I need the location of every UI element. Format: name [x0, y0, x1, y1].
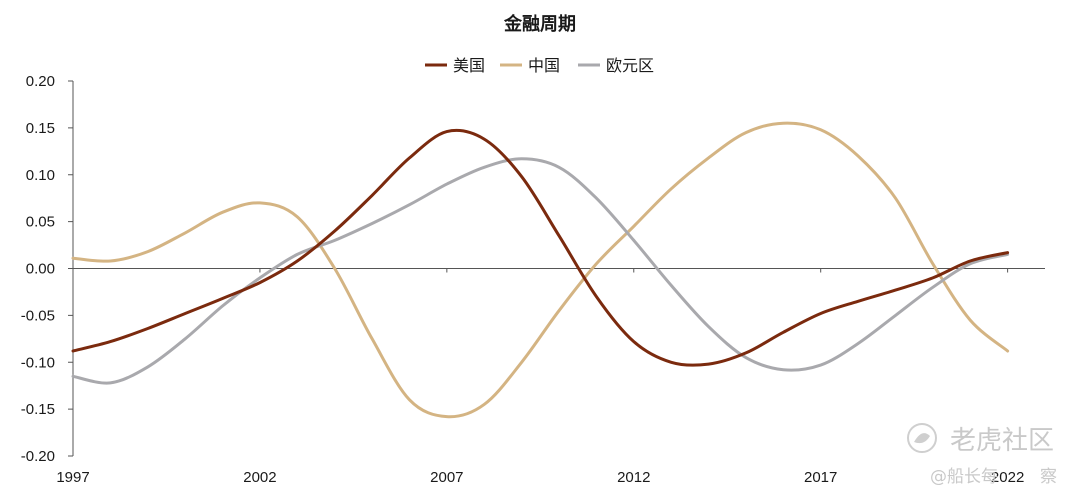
- y-tick-label: 0.00: [26, 261, 55, 278]
- y-tick-label: 0.20: [26, 73, 55, 90]
- x-tick-label: 2012: [617, 469, 650, 486]
- axes: [68, 80, 1045, 457]
- x-tick-label: 2007: [430, 469, 463, 486]
- x-tick-label: 2017: [804, 469, 837, 486]
- y-tick-label: -0.05: [21, 307, 55, 324]
- series-layer: [71, 121, 1010, 419]
- legend-label: 美国: [453, 56, 485, 75]
- series-line-2: [71, 121, 1010, 419]
- series-line-3: [71, 157, 1010, 385]
- x-tick-label: 1997: [56, 469, 89, 486]
- watermark-tail: 察: [1040, 467, 1057, 487]
- x-tick-label: 2002: [243, 469, 276, 486]
- legend-item-2: 中国: [500, 56, 560, 75]
- watermark: 老虎社区 @船长每 察: [907, 423, 1057, 487]
- tiger-logo-icon: [907, 423, 937, 453]
- legend-item-3: 欧元区: [578, 56, 654, 75]
- y-tick-label: -0.10: [21, 354, 55, 371]
- y-tick-label: 0.15: [26, 120, 55, 137]
- legend: 美国 中国 欧元区: [425, 56, 654, 75]
- tick-labels: 0.20 0.15 0.10 0.05 0.00 -0.05 -0.10 -0.15 -0.20…: [21, 73, 1025, 486]
- watermark-brand: 老虎社区: [950, 426, 1054, 456]
- legend-label: 欧元区: [606, 56, 654, 75]
- chart-title: 金融周期: [503, 13, 576, 35]
- watermark-account: @船长每: [930, 467, 998, 487]
- legend-label: 中国: [528, 56, 560, 75]
- y-tick-label: 0.10: [26, 167, 55, 184]
- legend-item-1: 美国: [425, 56, 485, 75]
- series-line-1: [71, 128, 1010, 367]
- y-tick-label: 0.05: [26, 214, 55, 231]
- y-tick-label: -0.20: [21, 448, 55, 465]
- y-tick-label: -0.15: [21, 401, 55, 418]
- x-tick-label: 2022: [991, 469, 1024, 486]
